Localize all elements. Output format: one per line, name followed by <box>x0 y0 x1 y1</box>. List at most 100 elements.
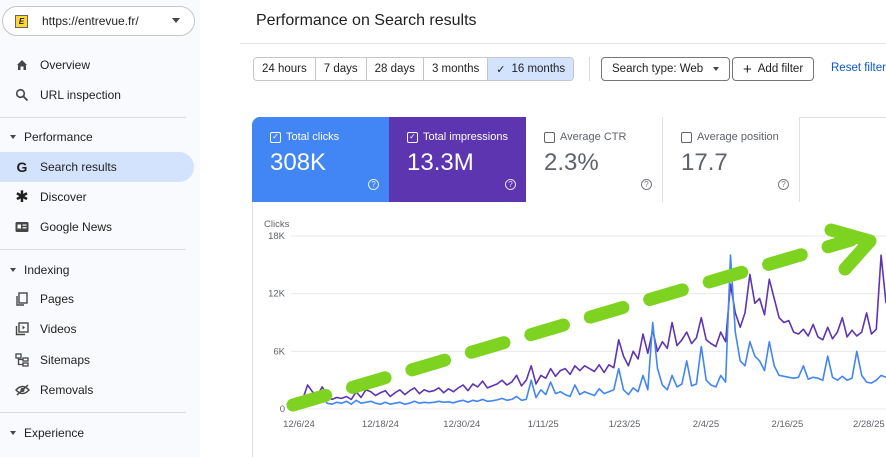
property-logo: E <box>15 14 28 28</box>
sidebar-item-google-news[interactable]: Google News <box>0 212 194 242</box>
metric-label: Average position <box>697 131 779 143</box>
metric-card-ctr[interactable]: Average CTR 2.3% ? <box>526 117 663 202</box>
sidebar-item-label: Google News <box>40 220 113 234</box>
date-range-label: 16 months <box>511 63 566 75</box>
sidebar-item-label: Search results <box>40 160 117 174</box>
search-type-filter[interactable]: Search type: Web <box>601 57 731 81</box>
x-tick-label: 12/6/24 <box>283 419 315 430</box>
sidebar-item-sitemaps[interactable]: Sitemaps <box>0 345 194 375</box>
asterisk-icon: ✱ <box>15 189 29 206</box>
x-tick-label: 2/16/25 <box>772 419 804 430</box>
section-label: Performance <box>24 130 93 144</box>
sidebar-item-removals[interactable]: Removals <box>0 375 194 405</box>
section-experience[interactable]: Experience <box>10 426 84 440</box>
plus-icon: + <box>743 60 752 78</box>
videos-icon <box>14 321 30 337</box>
reset-filters-link[interactable]: Reset filters <box>831 62 886 74</box>
performance-chart: Clicks 0 6K 12K 18K 12/6/24 12/18/24 12/30/24 1… <box>264 219 886 430</box>
sidebar-item-label: Overview <box>40 58 91 72</box>
home-icon <box>14 57 30 73</box>
metric-label: Total clicks <box>286 131 340 143</box>
property-url: https://entrevue.fr/ <box>42 14 139 28</box>
sidebar-item-label: Removals <box>40 383 94 397</box>
checkbox-unchecked-icon[interactable] <box>681 131 692 143</box>
x-tick-label: 12/30/24 <box>443 419 480 430</box>
section-indexing[interactable]: Indexing <box>10 263 69 277</box>
add-filter-label: Add filter <box>757 63 804 75</box>
caret-down-icon <box>10 135 16 139</box>
removals-icon <box>14 382 30 398</box>
section-performance[interactable]: Performance <box>10 130 93 144</box>
series-line-total-clicks <box>292 254 886 409</box>
metric-card-position[interactable]: Average position 17.7 ? <box>663 117 800 202</box>
date-range-16-months[interactable]: ✓ 16 months <box>488 58 574 80</box>
sidebar-item-search-results[interactable]: G Search results <box>0 152 194 182</box>
sidebar-item-label: Pages <box>40 292 75 306</box>
metric-value: 13.3M <box>407 149 474 176</box>
help-icon[interactable]: ? <box>778 179 789 190</box>
header-divider <box>240 43 886 44</box>
add-filter-button[interactable]: + Add filter <box>732 57 815 81</box>
y-tick-label: 12K <box>268 289 286 300</box>
checkbox-unchecked-icon[interactable] <box>544 131 555 143</box>
sidebar-item-discover[interactable]: ✱ Discover <box>0 182 194 212</box>
pages-icon <box>14 291 30 307</box>
date-range-3-months[interactable]: 3 months <box>423 58 489 80</box>
sidebar-item-pages[interactable]: Pages <box>0 284 194 314</box>
date-range-selector: 24 hours 7 days 28 days 3 months ✓ 16 mo… <box>253 57 575 81</box>
caret-down-icon <box>10 431 16 435</box>
google-g-icon: G <box>16 159 28 175</box>
series-line-total-impressions <box>292 254 886 408</box>
metric-label: Average CTR <box>560 131 627 143</box>
y-tick-label: 0 <box>280 404 285 415</box>
section-label: Experience <box>24 426 85 440</box>
divider <box>0 412 186 413</box>
sidebar-item-label: Discover <box>40 190 87 204</box>
property-selector[interactable]: E https://entrevue.fr/ <box>2 6 195 36</box>
metric-card-impressions[interactable]: ✓ Total impressions 13.3M ? <box>389 117 526 202</box>
chevron-down-icon <box>172 18 180 23</box>
metric-card-clicks[interactable]: ✓ Total clicks 308K ? <box>252 117 389 202</box>
x-tick-label: 1/11/25 <box>528 419 559 430</box>
divider <box>0 117 186 118</box>
date-range-24-hours[interactable]: 24 hours <box>254 58 316 80</box>
caret-down-icon <box>713 67 720 71</box>
y-tick-label: 6K <box>273 346 285 357</box>
check-icon: ✓ <box>496 63 506 76</box>
sidebar-item-label: Sitemaps <box>40 353 91 367</box>
search-type-label: Search type: Web <box>612 63 704 75</box>
sidebar-item-label: URL inspection <box>40 88 121 102</box>
metric-value: 308K <box>270 149 327 176</box>
help-icon[interactable]: ? <box>368 179 379 190</box>
help-icon[interactable]: ? <box>505 179 516 190</box>
sidebar-item-videos[interactable]: Videos <box>0 314 194 344</box>
y-tick-label: 18K <box>268 231 286 242</box>
date-range-28-days[interactable]: 28 days <box>366 58 424 80</box>
x-tick-label: 12/18/24 <box>362 419 399 430</box>
checkbox-checked-icon[interactable]: ✓ <box>270 131 281 143</box>
section-label: Indexing <box>24 263 70 277</box>
divider <box>0 249 186 250</box>
x-tick-label: 2/28/25 <box>853 419 885 430</box>
metric-value: 2.3% <box>544 149 599 176</box>
x-tick-label: 1/23/25 <box>609 419 641 430</box>
help-icon[interactable]: ? <box>641 179 652 190</box>
metric-cards: ✓ Total clicks 308K ? ✓ Total impressions … <box>252 117 886 202</box>
sidebar-item-label: Videos <box>40 322 77 336</box>
sidebar-item-overview[interactable]: Overview <box>0 50 194 80</box>
metric-label: Total impressions <box>423 131 508 143</box>
page-title: Performance on Search results <box>256 12 477 29</box>
x-tick-label: 2/4/25 <box>693 419 719 430</box>
news-icon <box>14 219 30 235</box>
sitemap-icon <box>14 352 30 368</box>
sidebar-item-url-inspection[interactable]: URL inspection <box>0 80 194 110</box>
trend-arrow-annotation <box>286 223 877 412</box>
date-range-7-days[interactable]: 7 days <box>315 58 367 80</box>
caret-down-icon <box>10 268 16 272</box>
sidebar: E https://entrevue.fr/ Overview URL insp… <box>0 0 200 457</box>
metric-value: 17.7 <box>681 149 728 176</box>
search-icon <box>14 87 30 103</box>
checkbox-checked-icon[interactable]: ✓ <box>407 131 418 143</box>
divider <box>589 57 590 81</box>
y-axis-label: Clicks <box>264 219 290 230</box>
